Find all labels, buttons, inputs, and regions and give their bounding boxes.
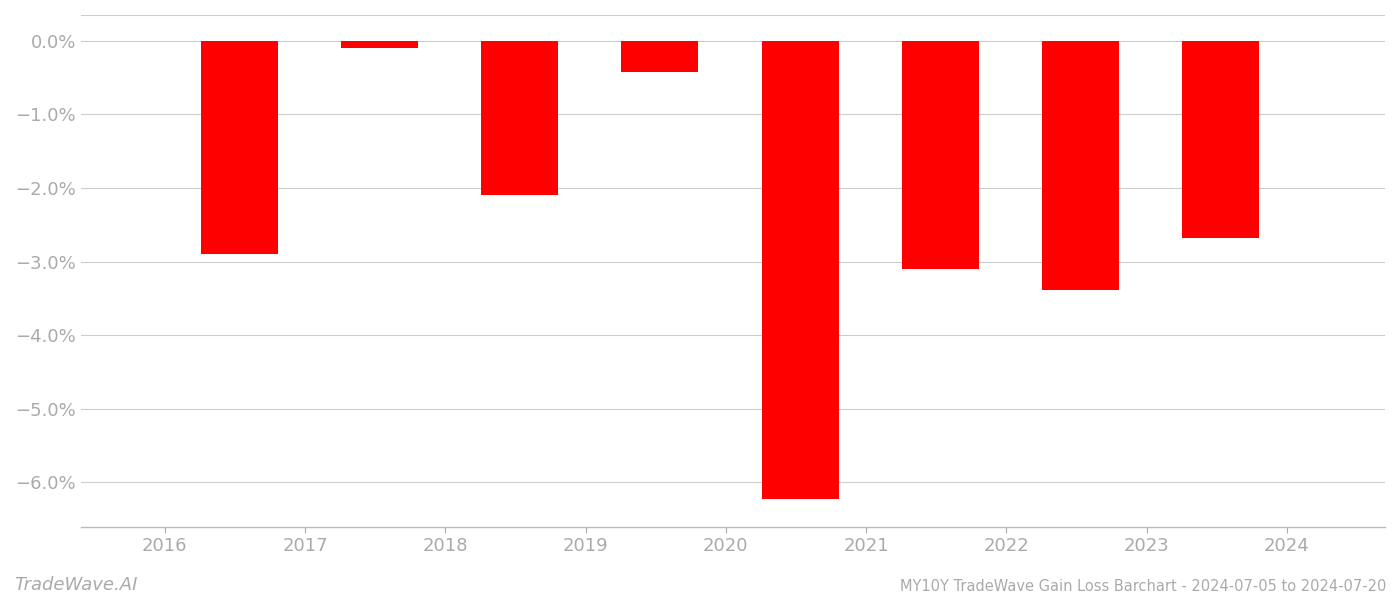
Bar <box>1042 41 1119 290</box>
Bar <box>902 41 979 269</box>
Bar <box>622 41 699 71</box>
Bar <box>340 41 419 48</box>
Bar <box>1183 41 1260 238</box>
Bar <box>482 41 559 196</box>
Bar <box>762 41 839 499</box>
Text: TradeWave.AI: TradeWave.AI <box>14 576 137 594</box>
Text: MY10Y TradeWave Gain Loss Barchart - 2024-07-05 to 2024-07-20: MY10Y TradeWave Gain Loss Barchart - 202… <box>900 579 1386 594</box>
Bar <box>200 41 277 254</box>
